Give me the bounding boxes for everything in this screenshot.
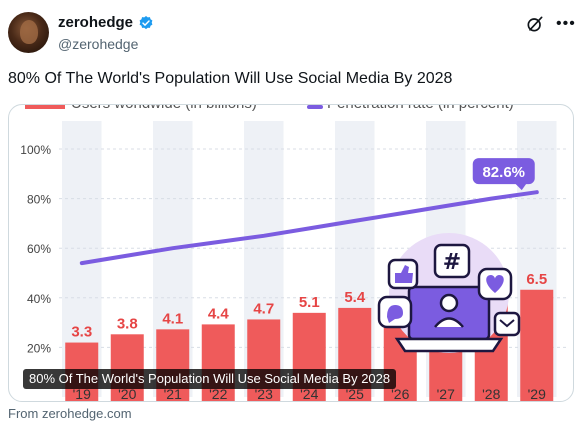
x-tick-label: '27 <box>437 386 455 402</box>
verified-badge-icon <box>139 16 153 30</box>
bar-value-label: 3.8 <box>117 315 138 332</box>
media-caption: 80% Of The World's Population Will Use S… <box>23 369 397 389</box>
y-tick-label: 20% <box>27 341 51 355</box>
legend-label-users: Users worldwide (in billions) <box>71 105 257 112</box>
hashtag-icon <box>433 243 471 279</box>
chart: Users worldwide (in billions) Penetration… <box>20 105 569 402</box>
x-tick-label: '26 <box>391 386 409 402</box>
annotation-pointer <box>514 183 527 191</box>
y-tick-label: 80% <box>27 193 51 207</box>
y-tick-label: 100% <box>20 143 51 157</box>
x-tick-label: '23 <box>255 386 273 402</box>
hashtag-glyph: # <box>443 250 461 275</box>
legend-swatch-rate <box>307 105 323 109</box>
grok-icon[interactable] <box>525 14 545 34</box>
laptop-base <box>394 337 504 353</box>
author-handle[interactable]: @zerohedge <box>58 36 139 52</box>
chat-glyph <box>387 305 403 323</box>
heart-glyph <box>486 275 504 293</box>
bar <box>520 289 554 401</box>
tweet-header: zerohedge @zerohedge ••• <box>0 0 582 62</box>
annotation-label: 82.6% <box>482 164 525 181</box>
annotation-box <box>472 158 535 185</box>
author-name[interactable]: zerohedge <box>58 14 134 31</box>
x-tick-label: '20 <box>118 386 136 402</box>
x-tick-label: '19 <box>73 386 91 402</box>
card-source[interactable]: From zerohedge.com <box>8 406 132 421</box>
legend-swatch-users <box>25 105 65 109</box>
bar-value-label: 4.7 <box>253 300 274 317</box>
person-head <box>439 293 459 313</box>
mail-glyph <box>499 319 515 328</box>
legend-label-rate: Penetration rate (in percent) <box>327 105 514 112</box>
bar-value-label: 4.1 <box>162 310 183 327</box>
thumb-glyph <box>395 265 413 283</box>
mail-icon <box>493 311 521 337</box>
x-tick-label: '24 <box>300 386 318 402</box>
y-tick-label: 60% <box>27 242 51 256</box>
bar-value-label: 6.5 <box>526 271 547 288</box>
avatar[interactable] <box>8 12 49 53</box>
person-body <box>434 317 464 328</box>
bar-value-label: 5.4 <box>344 289 366 306</box>
bar-value-label: 4.4 <box>208 305 230 322</box>
penetration-rate-line <box>79 190 539 266</box>
tweet-text: 80% Of The World's Population Will Use S… <box>8 70 453 87</box>
y-tick-label: 40% <box>27 292 51 306</box>
bar-value-label: 5.1 <box>299 294 320 311</box>
x-tick-label: '28 <box>482 386 500 402</box>
bar-value-label: 3.3 <box>71 324 92 341</box>
x-tick-label: '21 <box>164 386 182 402</box>
tweet-media[interactable]: Users worldwide (in billions) Penetration… <box>8 104 574 402</box>
bar <box>110 334 144 401</box>
x-tick-label: '22 <box>209 386 227 402</box>
bar <box>156 329 190 401</box>
x-tick-label: '29 <box>528 386 546 402</box>
more-options-icon[interactable]: ••• <box>556 15 576 32</box>
x-tick-label: '25 <box>346 386 364 402</box>
